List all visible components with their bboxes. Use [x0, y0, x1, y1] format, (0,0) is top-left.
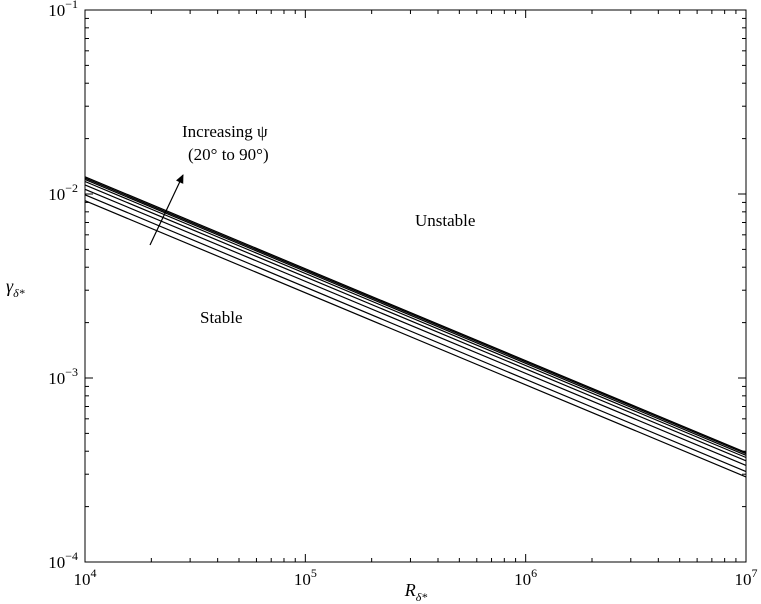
y-tick-label: 10−2 — [48, 181, 78, 204]
plot-frame — [84, 9, 747, 563]
annotation-range: (20° to 90°) — [188, 145, 269, 164]
y-tick-label: 10−1 — [48, 0, 78, 20]
y-tick-labels: 10−4 10−3 10−2 10−1 — [48, 0, 78, 572]
series-line-4 — [84, 184, 747, 462]
series-line-1 — [84, 200, 747, 478]
x-axis-label: Rδ* — [404, 580, 428, 604]
x-tick-label: 106 — [514, 566, 537, 589]
annotation-stable: Stable — [200, 308, 243, 327]
increasing-arrow — [149, 174, 184, 246]
series-layer — [84, 176, 747, 478]
x-tick-labels: 104 105 106 107 — [74, 566, 758, 589]
tick-marks — [84, 10, 746, 563]
annotation-unstable: Unstable — [415, 211, 475, 230]
series-line-2 — [84, 194, 747, 473]
series-line-5 — [84, 180, 747, 459]
series-line-7 — [84, 177, 747, 455]
y-tick-label: 10−4 — [48, 549, 78, 572]
series-line-3 — [84, 188, 747, 466]
x-tick-label: 104 — [74, 566, 97, 589]
series-line-8 — [84, 176, 747, 454]
x-tick-label: 107 — [735, 566, 758, 589]
annotation-increasing: Increasing ψ — [182, 122, 268, 141]
y-tick-label: 10−3 — [48, 365, 78, 388]
series-line-6 — [84, 178, 747, 456]
x-tick-label: 105 — [294, 566, 317, 589]
y-axis-label: γδ* — [6, 276, 25, 300]
